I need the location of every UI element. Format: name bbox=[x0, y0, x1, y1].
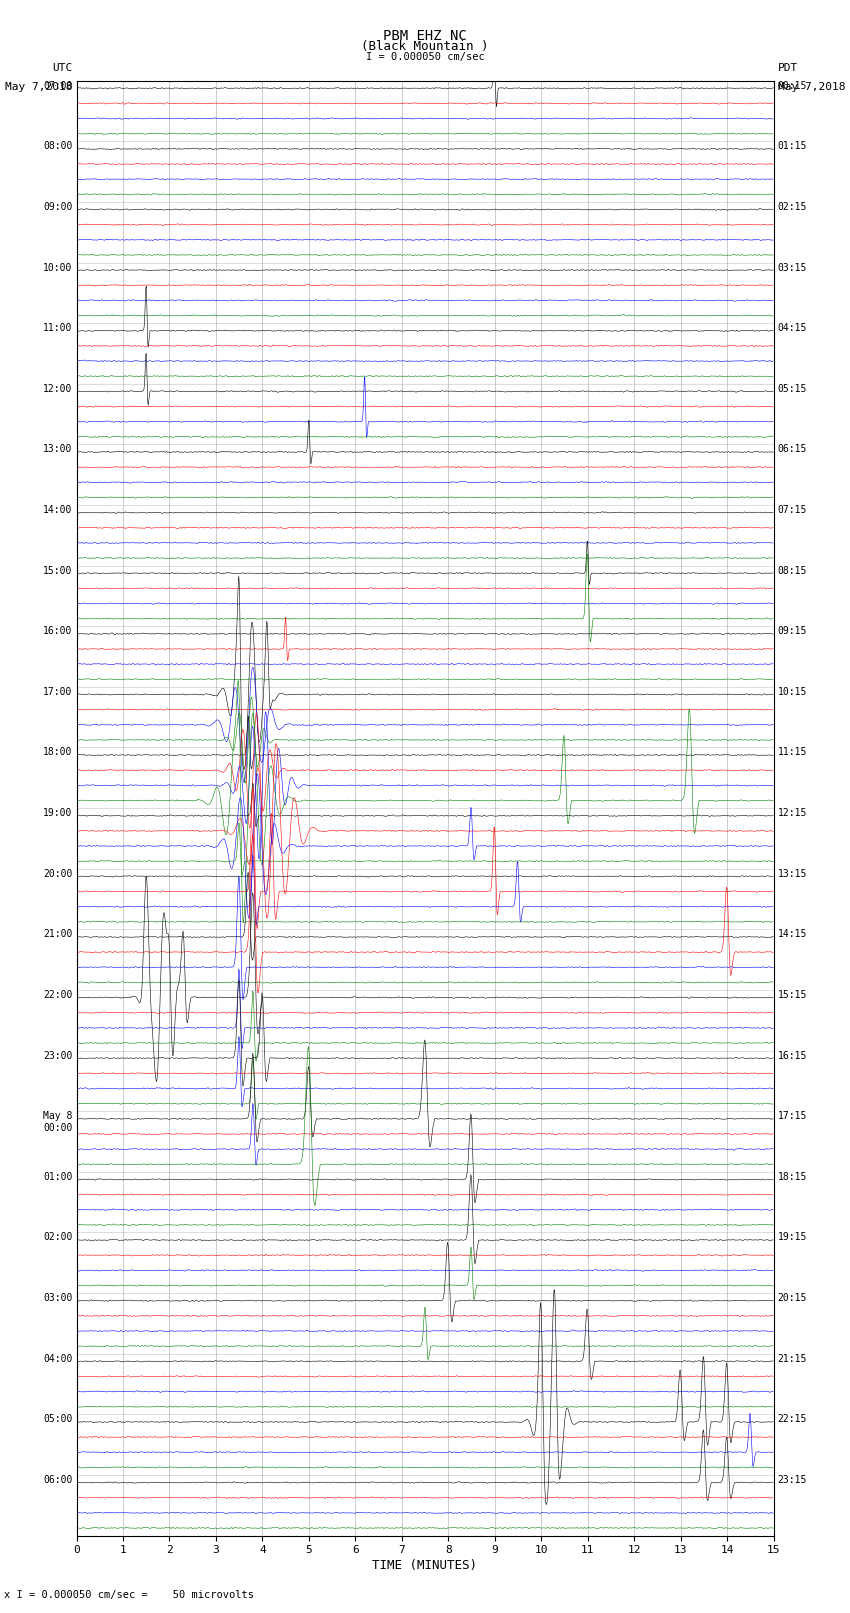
Text: 05:00: 05:00 bbox=[42, 1415, 72, 1424]
Text: 00:15: 00:15 bbox=[778, 81, 807, 90]
Text: 15:00: 15:00 bbox=[42, 566, 72, 576]
Text: 07:00: 07:00 bbox=[42, 81, 72, 90]
Text: 02:15: 02:15 bbox=[778, 202, 807, 211]
Text: UTC: UTC bbox=[52, 63, 72, 73]
Text: 20:00: 20:00 bbox=[42, 869, 72, 879]
Text: 07:15: 07:15 bbox=[778, 505, 807, 515]
Text: 20:15: 20:15 bbox=[778, 1294, 807, 1303]
Text: 03:00: 03:00 bbox=[42, 1294, 72, 1303]
Text: I = 0.000050 cm/sec: I = 0.000050 cm/sec bbox=[366, 52, 484, 61]
Text: 13:00: 13:00 bbox=[42, 445, 72, 455]
Text: 04:15: 04:15 bbox=[778, 323, 807, 334]
Text: 22:00: 22:00 bbox=[42, 990, 72, 1000]
Text: 10:00: 10:00 bbox=[42, 263, 72, 273]
Text: 19:00: 19:00 bbox=[42, 808, 72, 818]
Text: 04:00: 04:00 bbox=[42, 1353, 72, 1363]
Text: x I = 0.000050 cm/sec =    50 microvolts: x I = 0.000050 cm/sec = 50 microvolts bbox=[4, 1590, 254, 1600]
Text: 05:15: 05:15 bbox=[778, 384, 807, 394]
Text: 17:00: 17:00 bbox=[42, 687, 72, 697]
Text: 23:00: 23:00 bbox=[42, 1050, 72, 1061]
Text: 18:15: 18:15 bbox=[778, 1171, 807, 1182]
Text: 06:00: 06:00 bbox=[42, 1474, 72, 1486]
Text: 02:00: 02:00 bbox=[42, 1232, 72, 1242]
Text: 21:00: 21:00 bbox=[42, 929, 72, 939]
X-axis label: TIME (MINUTES): TIME (MINUTES) bbox=[372, 1560, 478, 1573]
Text: 17:15: 17:15 bbox=[778, 1111, 807, 1121]
Text: 06:15: 06:15 bbox=[778, 445, 807, 455]
Text: 11:15: 11:15 bbox=[778, 747, 807, 758]
Text: 23:15: 23:15 bbox=[778, 1474, 807, 1486]
Text: 09:00: 09:00 bbox=[42, 202, 72, 211]
Text: 13:15: 13:15 bbox=[778, 869, 807, 879]
Text: 11:00: 11:00 bbox=[42, 323, 72, 334]
Text: 10:15: 10:15 bbox=[778, 687, 807, 697]
Text: 12:00: 12:00 bbox=[42, 384, 72, 394]
Text: 12:15: 12:15 bbox=[778, 808, 807, 818]
Text: 08:00: 08:00 bbox=[42, 142, 72, 152]
Text: 08:15: 08:15 bbox=[778, 566, 807, 576]
Text: PDT: PDT bbox=[778, 63, 798, 73]
Text: 21:15: 21:15 bbox=[778, 1353, 807, 1363]
Text: 15:15: 15:15 bbox=[778, 990, 807, 1000]
Text: 01:15: 01:15 bbox=[778, 142, 807, 152]
Text: May 8
00:00: May 8 00:00 bbox=[42, 1111, 72, 1132]
Text: 22:15: 22:15 bbox=[778, 1415, 807, 1424]
Text: 16:15: 16:15 bbox=[778, 1050, 807, 1061]
Text: (Black Mountain ): (Black Mountain ) bbox=[361, 40, 489, 53]
Text: 09:15: 09:15 bbox=[778, 626, 807, 636]
Text: 18:00: 18:00 bbox=[42, 747, 72, 758]
Text: 03:15: 03:15 bbox=[778, 263, 807, 273]
Text: May 7,2018: May 7,2018 bbox=[5, 82, 72, 92]
Text: 14:15: 14:15 bbox=[778, 929, 807, 939]
Text: 14:00: 14:00 bbox=[42, 505, 72, 515]
Text: 19:15: 19:15 bbox=[778, 1232, 807, 1242]
Text: 16:00: 16:00 bbox=[42, 626, 72, 636]
Text: PBM EHZ NC: PBM EHZ NC bbox=[383, 29, 467, 44]
Text: 01:00: 01:00 bbox=[42, 1171, 72, 1182]
Text: May 7,2018: May 7,2018 bbox=[778, 82, 845, 92]
